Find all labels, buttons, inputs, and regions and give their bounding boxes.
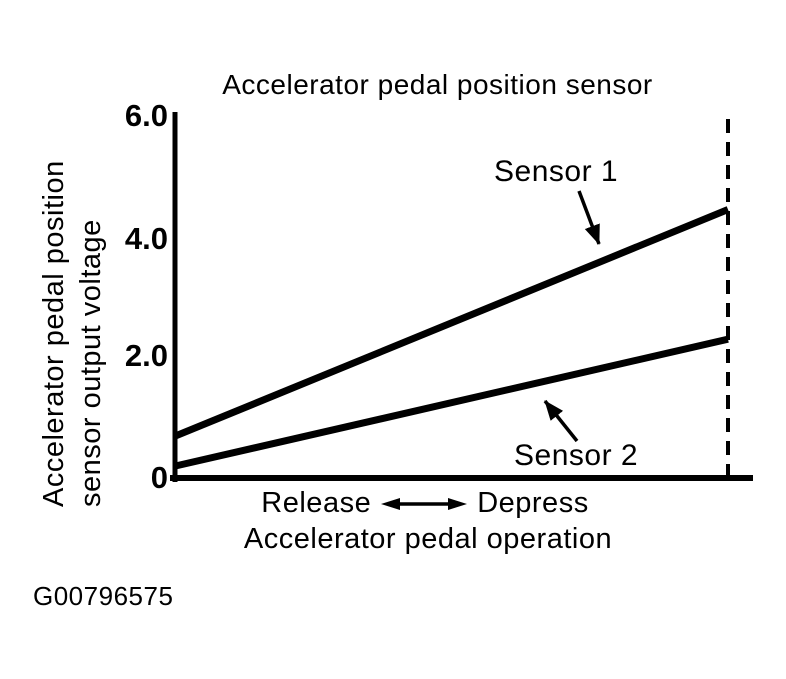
y-tick-4: 4.0 [124, 221, 168, 256]
sensor-2-label: Sensor 2 [514, 439, 639, 472]
release-label: Release [261, 487, 372, 519]
y-tick-0: 0 [150, 460, 168, 495]
sensor-1-arrow [577, 190, 601, 245]
release-depress-double-arrow-icon [381, 497, 468, 510]
sensor-1-line [174, 206, 730, 440]
depress-label: Depress [477, 487, 589, 519]
y-tick-6: 6.0 [124, 98, 168, 133]
sensor-1-label: Sensor 1 [494, 155, 619, 188]
x-axis-title: Accelerator pedal operation [243, 523, 613, 555]
figure-code: G00796575 [33, 581, 174, 611]
chart-title: Accelerator pedal position sensor [222, 69, 653, 100]
sensor-2-arrow [543, 399, 579, 443]
pedal-operation-annotation: Release Depress [233, 487, 617, 520]
y-tick-2: 2.0 [124, 338, 168, 373]
sensor-2-line [175, 335, 729, 470]
